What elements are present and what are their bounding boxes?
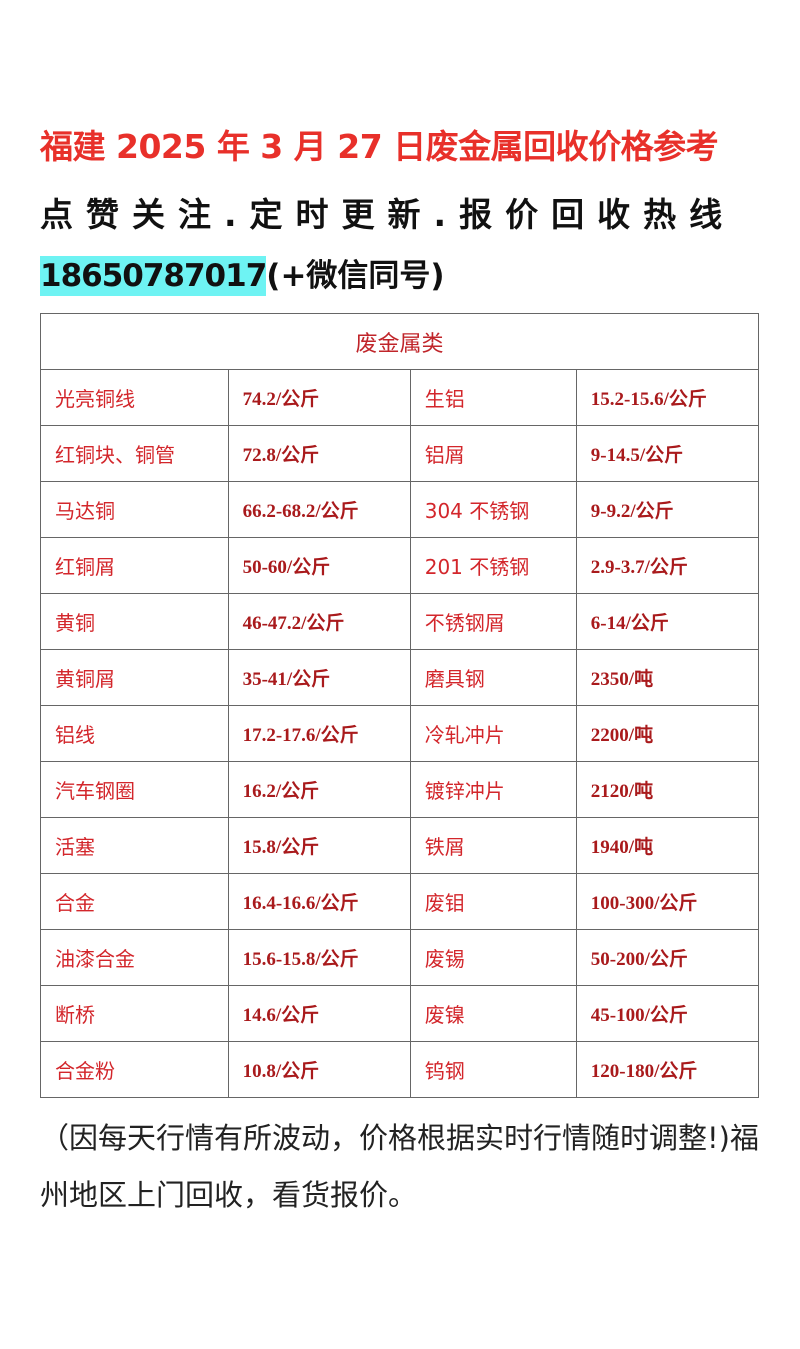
metal-price: 46-47.2/公斤 <box>227 593 411 650</box>
metal-price: 10.8/公斤 <box>227 1041 411 1098</box>
table-row: 光亮铜线 74.2/公斤 生铝 15.2-15.6/公斤 <box>40 369 760 426</box>
table-row: 断桥 14.6/公斤 废镍 45-100/公斤 <box>40 985 760 1042</box>
metal-price: 45-100/公斤 <box>575 985 760 1042</box>
metal-price: 15.2-15.6/公斤 <box>575 369 760 426</box>
page-title: 福建 2025 年 3 月 27 日废金属回收价格参考 <box>40 127 719 166</box>
hotline: 18650787017(+微信同号) <box>40 250 445 296</box>
metal-price: 16.2/公斤 <box>227 761 411 818</box>
table-row: 汽车钢圈 16.2/公斤 镀锌冲片 2120/吨 <box>40 761 760 818</box>
metal-name: 黄铜 <box>40 593 229 650</box>
metal-name: 生铝 <box>409 369 577 426</box>
metal-price: 72.8/公斤 <box>227 425 411 482</box>
metal-price: 6-14/公斤 <box>575 593 760 650</box>
table-row: 油漆合金 15.6-15.8/公斤 废锡 50-200/公斤 <box>40 929 760 986</box>
metal-name: 铝屑 <box>409 425 577 482</box>
metal-name: 光亮铜线 <box>40 369 229 426</box>
table-row: 合金粉 10.8/公斤 钨钢 120-180/公斤 <box>40 1041 760 1098</box>
footnote: （因每天行情有所波动，价格根据实时行情随时调整!)福州地区上门回收，看货报价。 <box>40 1121 759 1212</box>
metal-name: 汽车钢圈 <box>40 761 229 818</box>
metal-price: 35-41/公斤 <box>227 649 411 706</box>
metal-price: 15.6-15.8/公斤 <box>227 929 411 986</box>
table-row: 马达铜 66.2-68.2/公斤 304 不锈钢 9-9.2/公斤 <box>40 481 760 538</box>
metal-name: 合金粉 <box>40 1041 229 1098</box>
metal-price: 66.2-68.2/公斤 <box>227 481 411 538</box>
table-row: 黄铜屑 35-41/公斤 磨具钢 2350/吨 <box>40 649 760 706</box>
metal-name: 黄铜屑 <box>40 649 229 706</box>
metal-name: 废镍 <box>409 985 577 1042</box>
table-row: 红铜块、铜管 72.8/公斤 铝屑 9-14.5/公斤 <box>40 425 760 482</box>
metal-name: 合金 <box>40 873 229 930</box>
metal-name: 油漆合金 <box>40 929 229 986</box>
metal-name: 冷轧冲片 <box>409 705 577 762</box>
table-row: 合金 16.4-16.6/公斤 废钼 100-300/公斤 <box>40 873 760 930</box>
metal-price: 50-60/公斤 <box>227 537 411 594</box>
metal-price: 9-9.2/公斤 <box>575 481 760 538</box>
metal-name: 304 不锈钢 <box>409 481 577 538</box>
metal-name: 断桥 <box>40 985 229 1042</box>
metal-price: 16.4-16.6/公斤 <box>227 873 411 930</box>
metal-name: 201 不锈钢 <box>409 537 577 594</box>
phone-number: 18650787017 <box>40 256 267 296</box>
phone-suffix: (+微信同号) <box>266 258 445 294</box>
metal-name: 废锡 <box>409 929 577 986</box>
metal-name: 红铜屑 <box>40 537 229 594</box>
table-row: 黄铜 46-47.2/公斤 不锈钢屑 6-14/公斤 <box>40 593 760 650</box>
metal-price: 2200/吨 <box>575 705 760 762</box>
metal-name: 钨钢 <box>409 1041 577 1098</box>
metal-price: 120-180/公斤 <box>575 1041 760 1098</box>
metal-name: 不锈钢屑 <box>409 593 577 650</box>
metal-price: 2.9-3.7/公斤 <box>575 537 760 594</box>
metal-price: 2350/吨 <box>575 649 760 706</box>
metal-name: 废钼 <box>409 873 577 930</box>
metal-name: 马达铜 <box>40 481 229 538</box>
price-table: 废金属类 光亮铜线 74.2/公斤 生铝 15.2-15.6/公斤 红铜块、铜管 72.8… <box>40 313 760 1098</box>
metal-name: 铁屑 <box>409 817 577 874</box>
table-row: 红铜屑 50-60/公斤 201 不锈钢 2.9-3.7/公斤 <box>40 537 760 594</box>
metal-name: 活塞 <box>40 817 229 874</box>
metal-name: 磨具钢 <box>409 649 577 706</box>
metal-name: 铝线 <box>40 705 229 762</box>
table-row: 铝线 17.2-17.6/公斤 冷轧冲片 2200/吨 <box>40 705 760 762</box>
table-row: 活塞 15.8/公斤 铁屑 1940/吨 <box>40 817 760 874</box>
metal-price: 50-200/公斤 <box>575 929 760 986</box>
metal-price: 74.2/公斤 <box>227 369 411 426</box>
metal-price: 100-300/公斤 <box>575 873 760 930</box>
table-header: 废金属类 <box>40 313 759 370</box>
metal-price: 1940/吨 <box>575 817 760 874</box>
metal-price: 9-14.5/公斤 <box>575 425 760 482</box>
metal-price: 14.6/公斤 <box>227 985 411 1042</box>
subtitle: 点赞关注.定时更新.报价回收热线 <box>40 195 736 234</box>
metal-price: 15.8/公斤 <box>227 817 411 874</box>
metal-price: 2120/吨 <box>575 761 760 818</box>
metal-name: 红铜块、铜管 <box>40 425 229 482</box>
metal-name: 镀锌冲片 <box>409 761 577 818</box>
metal-price: 17.2-17.6/公斤 <box>227 705 411 762</box>
